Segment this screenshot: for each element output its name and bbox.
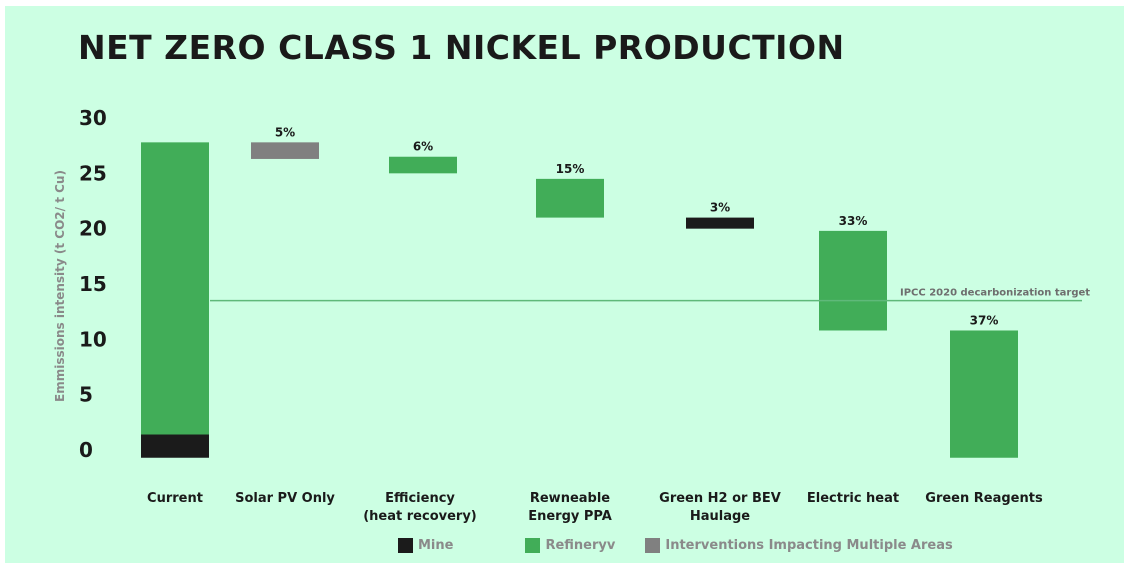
y-tick-15: 15 xyxy=(79,272,107,296)
x-label-green-reagents: Green Reagents xyxy=(925,491,1043,506)
y-axis-ticks: 30 25 20 15 10 5 0 xyxy=(79,106,107,462)
data-label-efficiency-heat-recovery: 6% xyxy=(413,140,433,154)
y-tick-10: 10 xyxy=(79,327,107,351)
chart-title: NET ZERO CLASS 1 NICKEL PRODUCTION xyxy=(78,28,845,67)
legend: Mine Refineryv Interventions Impacting M… xyxy=(398,536,983,554)
x-axis-labels: Current Solar PV Only Efficiency (heat reco… xyxy=(147,491,1043,524)
bar-electric-heat-refinery xyxy=(819,230,887,331)
bar-green-reagents-refinery xyxy=(950,330,1018,458)
bar-current-mine xyxy=(141,434,209,458)
x-label-current: Current xyxy=(147,491,203,506)
legend-item-refinery: Refineryv xyxy=(525,537,616,553)
y-tick-0: 0 xyxy=(79,438,93,462)
y-tick-25: 25 xyxy=(79,161,107,185)
y-tick-5: 5 xyxy=(79,383,93,407)
data-label-green-h2-or-bev-haulage: 3% xyxy=(710,201,730,215)
data-labels: 5% 6% 15% 3% 33% 37% xyxy=(275,125,999,327)
bars xyxy=(141,142,1018,458)
y-tick-20: 20 xyxy=(79,217,107,241)
x-label-rewneable-energy-ppa: Rewneable Energy PPA xyxy=(528,491,612,524)
target-line-group: IPCC 2020 decarbonization target xyxy=(210,288,1090,302)
data-label-solar-pv-only: 5% xyxy=(275,125,295,139)
legend-swatch-refinery xyxy=(525,537,541,553)
legend-label-multi: Interventions Impacting Multiple Areas xyxy=(665,537,953,553)
bar-green-h2-or-bev-haulage-mine xyxy=(686,217,754,229)
legend-item-multi: Interventions Impacting Multiple Areas xyxy=(645,537,953,553)
bar-efficiency-heat-recovery-refinery xyxy=(389,156,457,174)
bar-rewneable-energy-ppa-refinery xyxy=(536,178,604,218)
x-label-electric-heat: Electric heat xyxy=(807,491,899,506)
legend-label-mine: Mine xyxy=(418,537,454,553)
bar-solar-pv-only-multi xyxy=(251,142,319,159)
y-tick-30: 30 xyxy=(79,106,107,130)
x-label-efficiency-heat-recovery: Efficiency (heat recovery) xyxy=(363,491,477,524)
data-label-electric-heat: 33% xyxy=(839,214,868,228)
legend-swatch-multi xyxy=(645,537,661,553)
x-label-green-h2-or-bev-haulage: Green H2 or BEV Haulage xyxy=(659,491,781,524)
target-label: IPCC 2020 decarbonization target xyxy=(900,288,1090,299)
y-axis-label: Emmissions intensity (t CO2/ t Cu) xyxy=(53,170,67,402)
legend-swatch-mine xyxy=(398,537,413,553)
data-label-rewneable-energy-ppa: 15% xyxy=(556,162,585,176)
legend-label-refinery: Refineryv xyxy=(545,537,616,553)
x-label-solar-pv-only: Solar PV Only xyxy=(235,491,335,506)
data-label-green-reagents: 37% xyxy=(970,313,999,327)
legend-item-mine: Mine xyxy=(398,537,454,553)
bar-current-refinery xyxy=(141,142,209,435)
